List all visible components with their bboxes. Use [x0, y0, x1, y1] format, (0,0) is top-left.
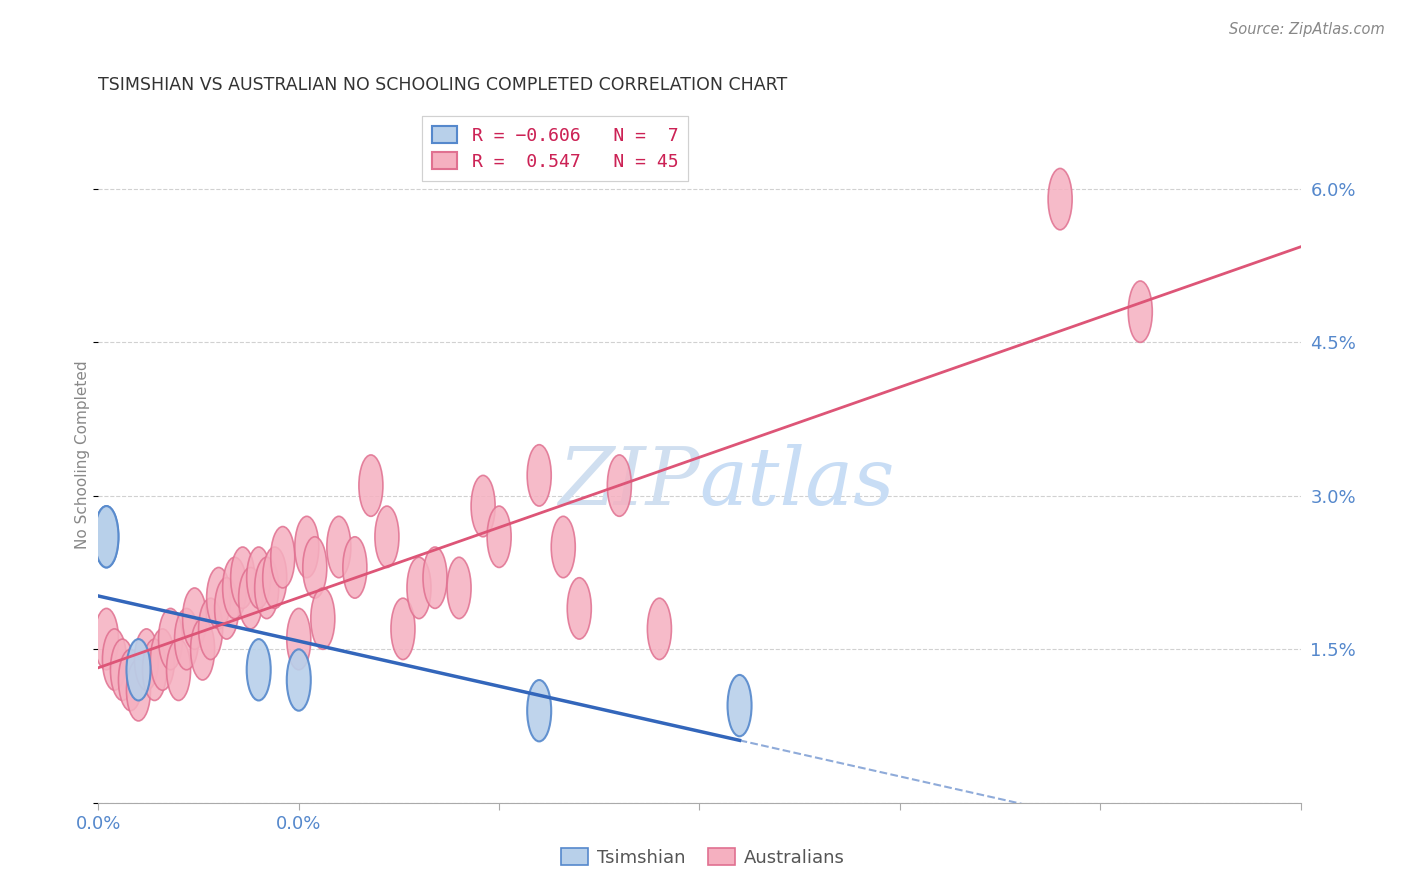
Text: ZIP: ZIP	[558, 444, 700, 522]
Ellipse shape	[191, 619, 215, 680]
Ellipse shape	[406, 558, 432, 619]
Ellipse shape	[135, 629, 159, 690]
Ellipse shape	[527, 445, 551, 506]
Ellipse shape	[486, 506, 512, 567]
Ellipse shape	[207, 567, 231, 629]
Ellipse shape	[159, 608, 183, 670]
Ellipse shape	[215, 578, 239, 639]
Ellipse shape	[607, 455, 631, 516]
Ellipse shape	[287, 649, 311, 711]
Text: atlas: atlas	[700, 444, 894, 522]
Ellipse shape	[103, 629, 127, 690]
Ellipse shape	[527, 680, 551, 741]
Ellipse shape	[567, 578, 592, 639]
Ellipse shape	[343, 537, 367, 599]
Ellipse shape	[142, 639, 166, 700]
Ellipse shape	[150, 629, 174, 690]
Text: Source: ZipAtlas.com: Source: ZipAtlas.com	[1229, 22, 1385, 37]
Ellipse shape	[246, 639, 271, 700]
Ellipse shape	[359, 455, 382, 516]
Ellipse shape	[94, 506, 118, 567]
Ellipse shape	[471, 475, 495, 537]
Ellipse shape	[222, 558, 246, 619]
Ellipse shape	[1047, 169, 1073, 230]
Legend: Tsimshian, Australians: Tsimshian, Australians	[554, 841, 852, 874]
Ellipse shape	[174, 608, 198, 670]
Ellipse shape	[311, 588, 335, 649]
Ellipse shape	[111, 639, 135, 700]
Ellipse shape	[551, 516, 575, 578]
Ellipse shape	[254, 558, 278, 619]
Ellipse shape	[127, 639, 150, 700]
Ellipse shape	[231, 547, 254, 608]
Ellipse shape	[94, 506, 118, 567]
Ellipse shape	[447, 558, 471, 619]
Text: TSIMSHIAN VS AUSTRALIAN NO SCHOOLING COMPLETED CORRELATION CHART: TSIMSHIAN VS AUSTRALIAN NO SCHOOLING COM…	[98, 77, 787, 95]
Ellipse shape	[1128, 281, 1153, 343]
Ellipse shape	[271, 526, 295, 588]
Ellipse shape	[166, 639, 191, 700]
Ellipse shape	[727, 675, 752, 736]
Ellipse shape	[118, 649, 142, 711]
Ellipse shape	[127, 659, 150, 721]
Ellipse shape	[94, 608, 118, 670]
Ellipse shape	[295, 516, 319, 578]
Ellipse shape	[287, 608, 311, 670]
Ellipse shape	[183, 588, 207, 649]
Y-axis label: No Schooling Completed: No Schooling Completed	[75, 360, 90, 549]
Ellipse shape	[326, 516, 352, 578]
Ellipse shape	[198, 599, 222, 659]
Ellipse shape	[391, 599, 415, 659]
Ellipse shape	[302, 537, 326, 599]
Ellipse shape	[263, 547, 287, 608]
Ellipse shape	[647, 599, 672, 659]
Legend: R = −0.606   N =  7, R =  0.547   N = 45: R = −0.606 N = 7, R = 0.547 N = 45	[422, 116, 689, 181]
Ellipse shape	[246, 547, 271, 608]
Ellipse shape	[239, 567, 263, 629]
Ellipse shape	[423, 547, 447, 608]
Ellipse shape	[375, 506, 399, 567]
